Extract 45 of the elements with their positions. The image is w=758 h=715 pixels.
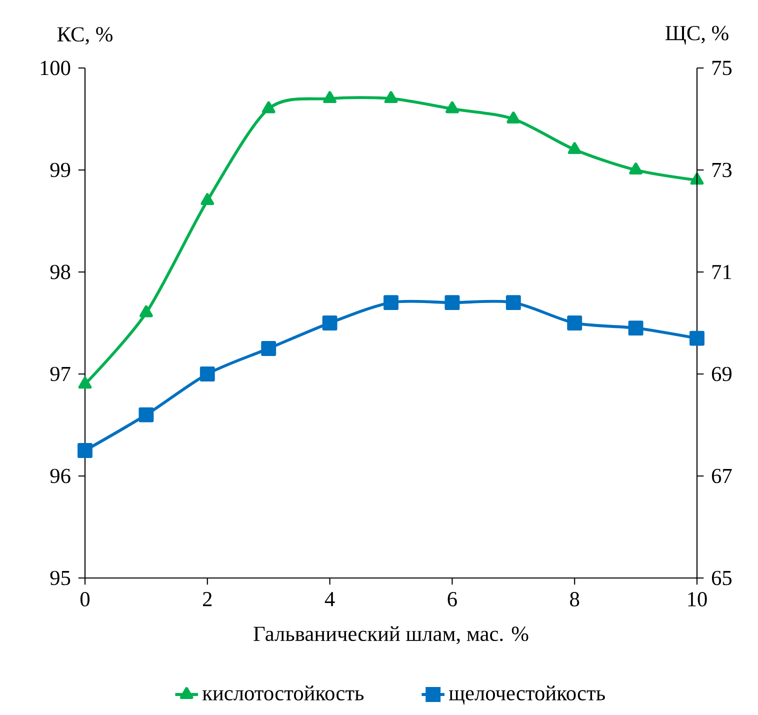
x-tick-label: 6 <box>448 592 457 606</box>
x-tick-label: 8 <box>570 592 580 606</box>
x-tick-label: 10 <box>688 592 707 606</box>
y-tick-label: 100 <box>40 60 70 76</box>
point <box>78 376 92 389</box>
point <box>200 193 214 206</box>
point <box>446 101 459 114</box>
x-tick-label: 0 <box>80 592 90 606</box>
y-tick-label: 96 <box>50 468 70 484</box>
y-tick-label: 98 <box>50 264 70 280</box>
point <box>138 407 154 422</box>
point <box>628 320 644 336</box>
point <box>567 316 582 330</box>
point <box>262 101 276 114</box>
y-tick-label: 95 <box>50 570 70 586</box>
legend-label: щелочестойкость <box>448 686 605 705</box>
x-axis-title: Гальванический шлам, мас. % <box>254 626 528 644</box>
point <box>629 162 642 174</box>
point <box>506 112 520 124</box>
y-tick-label: 99 <box>50 162 70 178</box>
point <box>568 142 582 154</box>
point <box>444 295 460 310</box>
point <box>690 330 704 346</box>
y2-tick-label: 65 <box>712 570 732 586</box>
x-tick-label: 4 <box>324 592 335 606</box>
point <box>384 295 398 310</box>
y-axis-title: КС, % <box>57 27 112 45</box>
y2-tick-label: 69 <box>712 366 732 382</box>
legend-label: кислотостойкость <box>202 686 364 700</box>
point <box>78 443 92 458</box>
point <box>322 316 338 330</box>
x-tick-label: 2 <box>203 592 212 606</box>
point <box>690 172 704 185</box>
y2-tick-label: 71 <box>712 264 732 280</box>
point <box>323 91 336 104</box>
y2-axis-title: ЩС, % <box>666 26 728 45</box>
y-tick-label: 97 <box>50 366 70 382</box>
point <box>384 91 398 104</box>
point <box>140 305 153 318</box>
y2-tick-label: 73 <box>712 162 732 178</box>
y2-tick-label: 75 <box>712 60 732 76</box>
point <box>261 341 276 356</box>
point <box>200 366 215 382</box>
y2-tick-label: 67 <box>712 468 732 484</box>
point <box>506 295 521 310</box>
